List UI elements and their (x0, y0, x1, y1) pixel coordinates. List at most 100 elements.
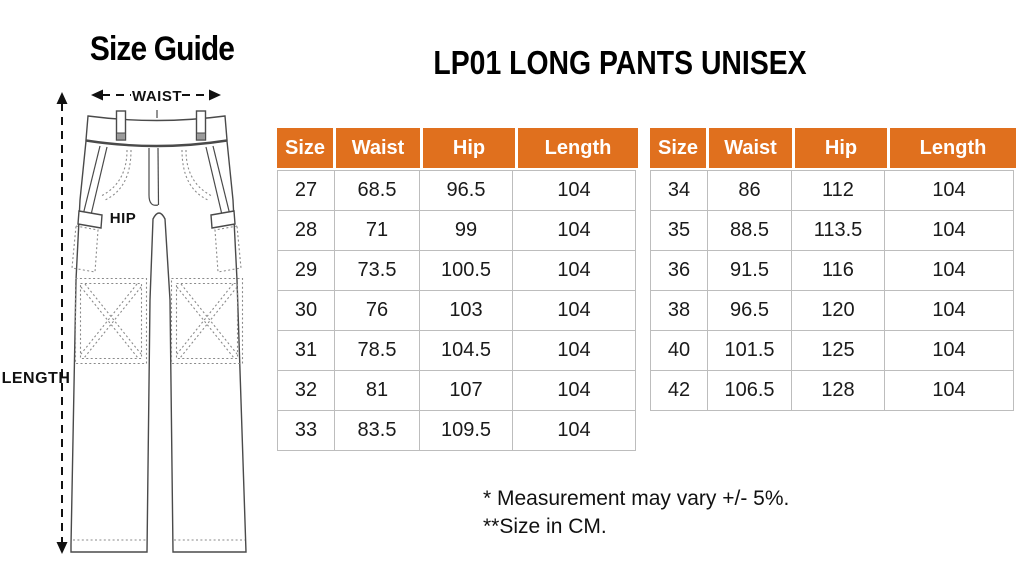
table-cell: 68.5 (334, 170, 420, 211)
table-cell: 104 (884, 330, 1014, 371)
table-cell: 71 (334, 210, 420, 251)
table-cell: 104 (512, 170, 636, 211)
table-cell: 29 (277, 250, 335, 291)
table-cell: 125 (791, 330, 885, 371)
left-knee-patch (74, 277, 148, 365)
table-cell: 81 (334, 370, 420, 411)
table-cell: 34 (650, 170, 708, 211)
hip-label: HIP (110, 210, 137, 227)
table-cell: 91.5 (707, 250, 792, 291)
table-cell: 35 (650, 210, 708, 251)
table-row: 40 101.5 125 104 (650, 330, 1014, 371)
table-cell: 32 (277, 370, 335, 411)
table-cell: 76 (334, 290, 420, 331)
left-cargo-pocket (71, 210, 103, 273)
table-cell: 100.5 (419, 250, 513, 291)
table-cell: 30 (277, 290, 335, 331)
size-table-body: 34 86 112 104 35 88.5 113.5 104 36 91.5 116 104 38 96… (650, 170, 1014, 411)
table-cell: 120 (791, 290, 885, 331)
footnote-size-unit: **Size in CM. (483, 515, 607, 539)
table-cell: 104 (512, 410, 636, 451)
footnote-measurement-variance: * Measurement may vary +/- 5%. (483, 487, 790, 510)
fly-j-stitch (148, 148, 159, 206)
belt-loop-right (195, 110, 207, 141)
size-table-small-sizes: Size Waist Hip Length 27 68.5 96.5 104 28 71 9… (277, 128, 638, 451)
header-cell-size: Size (277, 128, 333, 168)
table-cell: 104 (512, 210, 636, 251)
right-cargo-pocket (210, 210, 242, 273)
table-cell: 104 (884, 370, 1014, 411)
waist-label: WAIST (132, 88, 182, 105)
table-row: 33 83.5 109.5 104 (277, 410, 636, 451)
header-cell-size: Size (650, 128, 706, 168)
table-cell: 104.5 (419, 330, 513, 371)
table-cell: 116 (791, 250, 885, 291)
table-row: 32 81 107 104 (277, 370, 636, 411)
length-label: LENGTH (2, 370, 71, 387)
table-cell: 104 (512, 330, 636, 371)
footnotes: * Measurement may vary +/- 5%. **Size in… (483, 485, 789, 542)
table-cell: 28 (277, 210, 335, 251)
table-cell: 104 (512, 290, 636, 331)
table-header-row: Size Waist Hip Length (277, 128, 638, 168)
table-cell: 96.5 (419, 170, 513, 211)
table-row: 28 71 99 104 (277, 210, 636, 251)
table-cell: 78.5 (334, 330, 420, 371)
pants-outline (70, 140, 247, 553)
table-cell: 109.5 (419, 410, 513, 451)
table-row: 29 73.5 100.5 104 (277, 250, 636, 291)
table-cell: 73.5 (334, 250, 420, 291)
product-title: LP01 LONG PANTS UNISEX (433, 44, 807, 81)
table-cell: 31 (277, 330, 335, 371)
table-row: 35 88.5 113.5 104 (650, 210, 1014, 251)
table-cell: 104 (884, 170, 1014, 211)
table-row: 42 106.5 128 104 (650, 370, 1014, 411)
table-cell: 40 (650, 330, 708, 371)
table-cell: 38 (650, 290, 708, 331)
table-cell: 101.5 (707, 330, 792, 371)
table-row: 34 86 112 104 (650, 170, 1014, 211)
table-row: 27 68.5 96.5 104 (277, 170, 636, 211)
table-cell: 104 (884, 290, 1014, 331)
table-cell: 112 (791, 170, 885, 211)
table-cell: 33 (277, 410, 335, 451)
header-cell-waist: Waist (336, 128, 420, 168)
table-cell: 104 (512, 370, 636, 411)
length-measure-arrow (56, 92, 68, 554)
fly-seam (157, 147, 160, 206)
pants-diagram: WAIST HIP LENGTH (2, 88, 247, 554)
right-knee-patch (170, 277, 244, 365)
size-guide-title: Size Guide (89, 30, 235, 68)
belt-loop-left (115, 110, 127, 141)
header-cell-hip: Hip (795, 128, 887, 168)
table-cell: 107 (419, 370, 513, 411)
table-row: 38 96.5 120 104 (650, 290, 1014, 331)
table-cell: 106.5 (707, 370, 792, 411)
table-cell: 96.5 (707, 290, 792, 331)
size-table-body: 27 68.5 96.5 104 28 71 99 104 29 73.5 100.5 104 30 76… (277, 170, 636, 451)
table-row: 36 91.5 116 104 (650, 250, 1014, 291)
table-cell: 36 (650, 250, 708, 291)
header-cell-length: Length (518, 128, 638, 168)
table-cell: 27 (277, 170, 335, 211)
table-cell: 88.5 (707, 210, 792, 251)
table-cell: 104 (884, 210, 1014, 251)
header-cell-hip: Hip (423, 128, 515, 168)
table-cell: 128 (791, 370, 885, 411)
table-row: 30 76 103 104 (277, 290, 636, 331)
table-cell: 103 (419, 290, 513, 331)
table-cell: 83.5 (334, 410, 420, 451)
table-cell: 104 (884, 250, 1014, 291)
header-cell-length: Length (890, 128, 1016, 168)
table-cell: 104 (512, 250, 636, 291)
table-cell: 113.5 (791, 210, 885, 251)
header-cell-waist: Waist (709, 128, 792, 168)
waist-measure-arrow (91, 89, 221, 101)
table-row: 31 78.5 104.5 104 (277, 330, 636, 371)
table-cell: 42 (650, 370, 708, 411)
table-cell: 99 (419, 210, 513, 251)
table-header-row: Size Waist Hip Length (650, 128, 1016, 168)
size-table-large-sizes: Size Waist Hip Length 34 86 112 104 35 88.5 11… (650, 128, 1016, 411)
table-cell: 86 (707, 170, 792, 211)
